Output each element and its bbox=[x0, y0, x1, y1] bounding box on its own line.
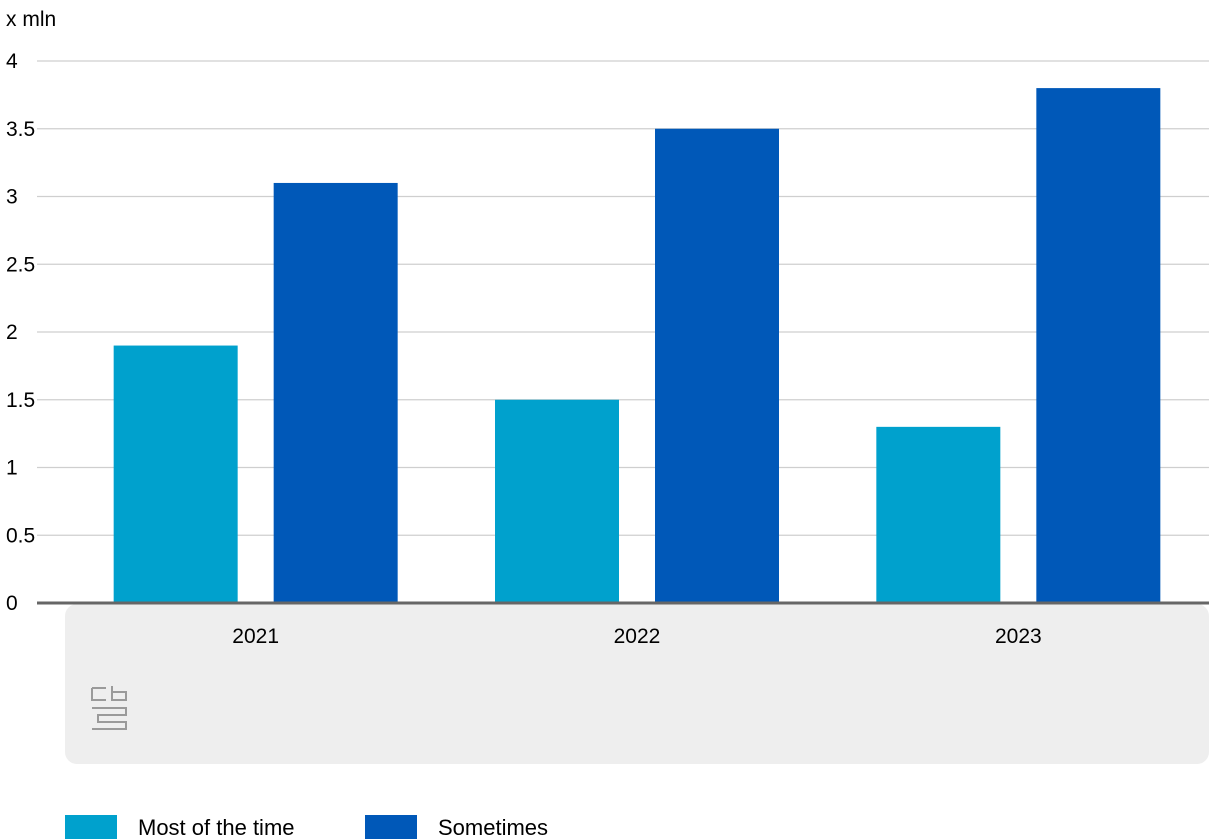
y-tick-label: 1 bbox=[6, 457, 18, 480]
x-axis-category-labels: 2021 2022 2023 bbox=[232, 625, 1041, 648]
bar-most-of-the-time-2022[interactable] bbox=[494, 399, 619, 603]
y-axis-tick-labels: 0 0.5 1 1.5 2 2.5 3 3.5 4 bbox=[6, 50, 35, 615]
y-tick-label: 3 bbox=[6, 186, 18, 209]
legend-item[interactable]: Sometimes bbox=[365, 815, 548, 839]
category-axis-panel bbox=[65, 604, 1209, 764]
y-tick-label: 2 bbox=[6, 321, 18, 344]
legend: Most of the time Sometimes bbox=[65, 815, 548, 839]
gridlines bbox=[37, 60, 1209, 536]
cbs-logo-icon bbox=[91, 686, 127, 730]
y-axis-title: x mln bbox=[6, 8, 56, 31]
y-tick-label: 0.5 bbox=[6, 524, 35, 547]
bar-sometimes-2023[interactable] bbox=[1036, 88, 1161, 604]
y-tick-label: 4 bbox=[6, 50, 18, 73]
legend-swatch bbox=[65, 815, 117, 839]
x-category-label: 2023 bbox=[995, 625, 1042, 648]
bar-most-of-the-time-2021[interactable] bbox=[113, 345, 238, 603]
bar-most-of-the-time-2023[interactable] bbox=[876, 426, 1001, 603]
legend-item[interactable]: Most of the time bbox=[65, 815, 295, 839]
legend-label: Sometimes bbox=[438, 815, 548, 839]
y-tick-label: 0 bbox=[6, 592, 18, 615]
bars bbox=[113, 88, 1161, 604]
bar-sometimes-2022[interactable] bbox=[654, 128, 779, 603]
bar-sometimes-2021[interactable] bbox=[273, 182, 398, 603]
legend-label: Most of the time bbox=[138, 815, 295, 839]
y-tick-label: 2.5 bbox=[6, 253, 35, 276]
x-category-label: 2022 bbox=[614, 625, 661, 648]
y-tick-label: 1.5 bbox=[6, 389, 35, 412]
y-tick-label: 3.5 bbox=[6, 118, 35, 141]
legend-swatch bbox=[365, 815, 417, 839]
x-category-label: 2021 bbox=[232, 625, 279, 648]
